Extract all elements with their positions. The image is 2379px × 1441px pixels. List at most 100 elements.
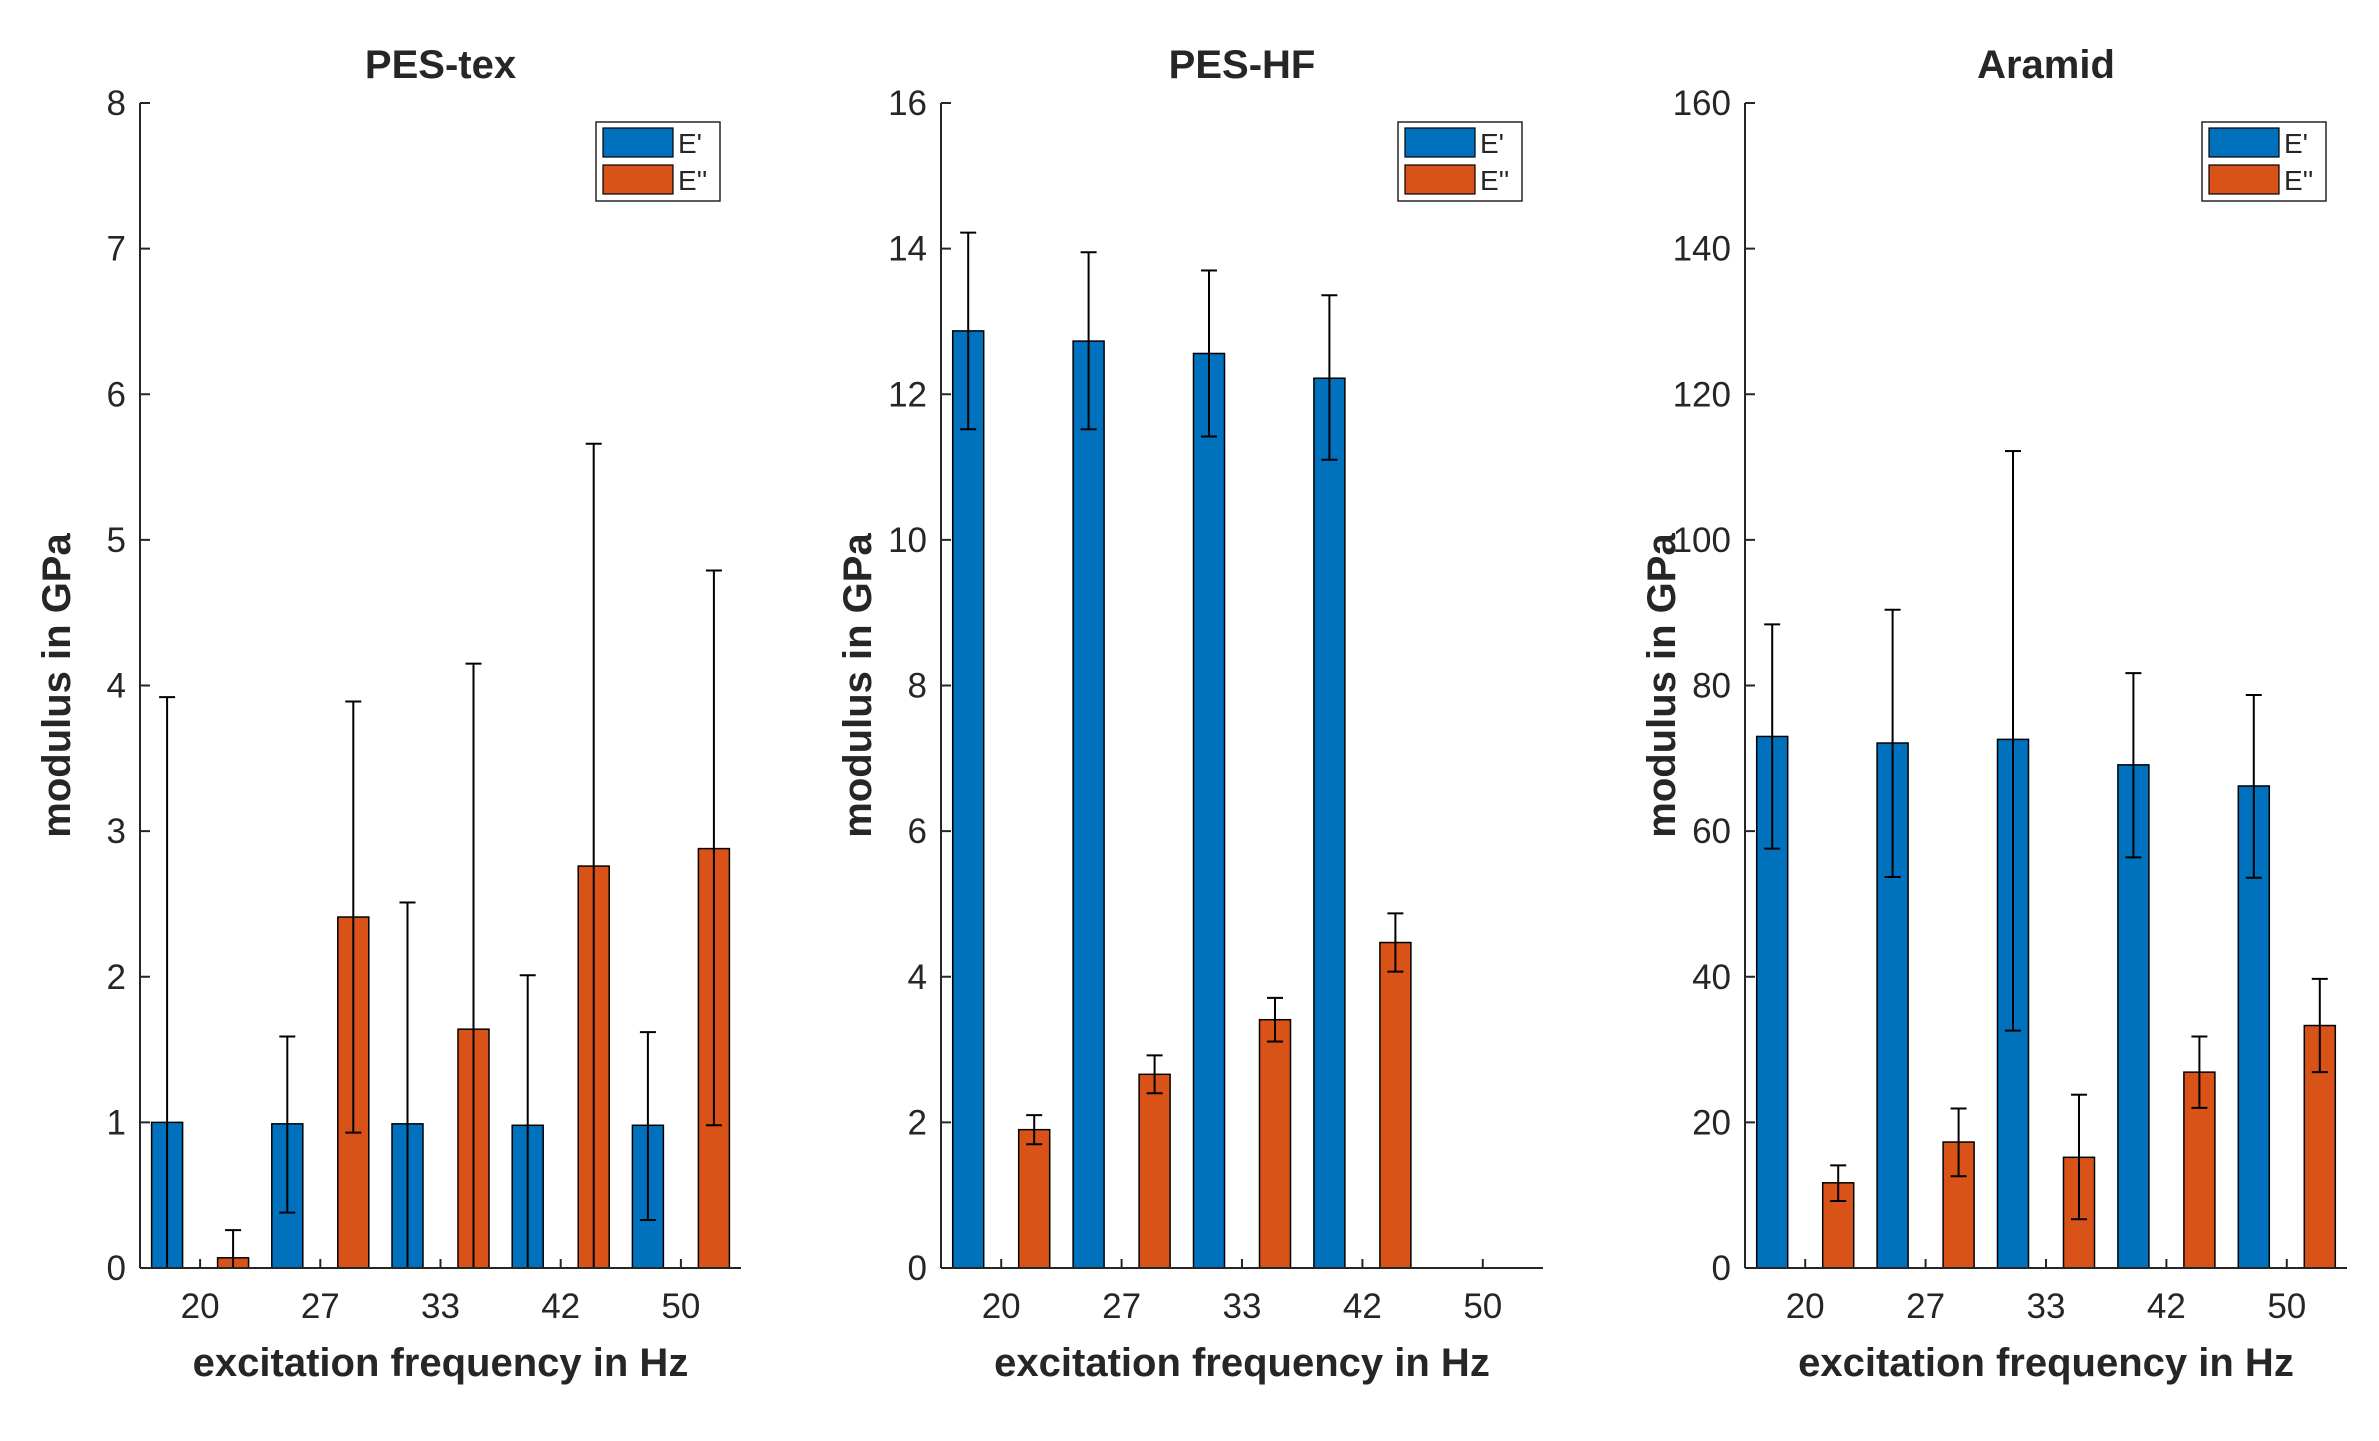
x-tick-label: 27	[301, 1287, 340, 1326]
x-tick-label: 27	[1102, 1287, 1141, 1326]
error-bar-storage-50	[2245, 693, 2262, 879]
y-tick-label: 6	[107, 375, 126, 414]
error-bar-loss-20	[1830, 1164, 1847, 1203]
y-tick-label: 120	[1673, 375, 1731, 414]
y-tick-label: 0	[1712, 1249, 1731, 1288]
y-tick-label: 60	[1692, 812, 1731, 851]
legend-swatch	[1404, 164, 1476, 195]
y-tick-label: 5	[107, 521, 126, 560]
legend: E' E''	[1397, 121, 1523, 202]
bar-storage-20	[951, 330, 985, 1269]
x-tick-label: 42	[2147, 1287, 2186, 1326]
legend-swatch	[602, 164, 674, 195]
legend-swatch	[2208, 127, 2280, 158]
x-tick-label: 33	[2027, 1287, 2066, 1326]
legend-label: E''	[2284, 165, 2313, 196]
x-tick-label: 27	[1906, 1287, 1945, 1326]
y-tick-label: 8	[908, 667, 927, 706]
legend-label: E''	[678, 165, 707, 196]
legend-swatch	[1404, 127, 1476, 158]
y-tick-label: 2	[908, 1103, 927, 1142]
y-tick-label: 7	[107, 230, 126, 269]
y-tick-label: 100	[1673, 521, 1731, 560]
y-tick-label: 12	[888, 375, 927, 414]
bar-loss-27	[1138, 1073, 1171, 1269]
bar-loss-42	[1379, 941, 1412, 1269]
error-bar-storage-27	[1884, 608, 1901, 878]
x-tick-label: 50	[2267, 1287, 2306, 1326]
y-tick-label: 16	[888, 84, 927, 123]
error-bar-storage-33	[1201, 269, 1217, 438]
error-bar-loss-27	[1950, 1107, 1967, 1178]
chart-1: PES-tex 0 1 2 3 4 5 6 7 8 modulus in GPa 20 27 33 42 50…	[35, 43, 741, 1385]
legend-swatch	[2208, 164, 2280, 195]
error-bar-loss-33	[2071, 1093, 2087, 1221]
legend-label: E'	[2284, 128, 2308, 159]
y-axis-label: modulus in GPa	[1640, 533, 1684, 838]
x-axis-label: excitation frequency in Hz	[994, 1341, 1490, 1385]
y-tick-label: 0	[107, 1249, 126, 1288]
error-bar-loss-27	[1146, 1054, 1163, 1095]
error-bar-loss-33	[1267, 996, 1283, 1043]
error-bar-loss-50	[705, 569, 722, 1127]
x-tick-label: 42	[1343, 1287, 1382, 1326]
x-tick-label: 20	[1786, 1287, 1825, 1326]
error-bar-storage-42	[1321, 294, 1338, 461]
bar-loss-33	[1258, 1018, 1292, 1269]
error-bar-storage-33	[2005, 450, 2021, 1032]
error-bar-loss-27	[345, 700, 362, 1134]
chart-2: PES-HF 0 2 4 6 8 10 12 14 16 modulus in GPa 20 27 33 4…	[836, 43, 1543, 1385]
legend: E' E''	[595, 121, 721, 202]
x-tick-label: 42	[541, 1287, 580, 1326]
legend: E' E''	[2201, 121, 2327, 202]
y-tick-label: 10	[888, 521, 927, 560]
x-tick-label: 33	[421, 1287, 460, 1326]
error-bar-storage-20	[960, 231, 977, 431]
error-bar-loss-42	[1387, 912, 1404, 973]
legend-swatch	[602, 127, 674, 158]
y-tick-label: 2	[107, 958, 126, 997]
x-tick-label: 50	[661, 1287, 700, 1326]
bar-loss-20	[1017, 1128, 1051, 1269]
y-tick-label: 8	[107, 84, 126, 123]
error-bar-loss-50	[2311, 977, 2328, 1074]
y-tick-label: 160	[1673, 84, 1731, 123]
y-tick-label: 14	[888, 230, 927, 269]
legend-label: E'	[1480, 128, 1504, 159]
y-tick-label: 3	[107, 812, 126, 851]
bar-storage-33	[1192, 352, 1226, 1269]
bar-storage-27	[1072, 340, 1105, 1269]
chart-title: PES-tex	[365, 43, 516, 87]
chart-title: Aramid	[1977, 43, 2115, 87]
error-bar-loss-20	[1026, 1114, 1043, 1146]
chart-3: Aramid 0 20 40 60 80 100 120 140 160 modulus in GP…	[1640, 43, 2347, 1385]
y-tick-label: 0	[908, 1249, 927, 1288]
y-axis-label: modulus in GPa	[35, 533, 79, 838]
y-tick-label: 6	[908, 812, 927, 851]
y-tick-label: 4	[107, 667, 126, 706]
y-tick-label: 20	[1692, 1103, 1731, 1142]
x-axis-label: excitation frequency in Hz	[1798, 1341, 2294, 1385]
error-bar-storage-27	[279, 1035, 296, 1214]
bar-storage-42	[1313, 377, 1346, 1269]
y-axis-label: modulus in GPa	[836, 533, 880, 838]
error-bar-loss-42	[2191, 1035, 2208, 1109]
y-tick-label: 40	[1692, 958, 1731, 997]
x-tick-label: 33	[1223, 1287, 1262, 1326]
x-tick-label: 20	[181, 1287, 220, 1326]
x-tick-label: 50	[1463, 1287, 1502, 1326]
x-tick-label: 20	[982, 1287, 1021, 1326]
y-tick-label: 140	[1673, 230, 1731, 269]
x-axis-label: excitation frequency in Hz	[193, 1341, 689, 1385]
y-tick-label: 1	[107, 1103, 126, 1142]
chart-title: PES-HF	[1169, 43, 1316, 87]
error-bar-storage-27	[1080, 251, 1097, 431]
error-bar-storage-20	[1764, 623, 1781, 850]
y-tick-label: 80	[1692, 667, 1731, 706]
error-bar-storage-50	[639, 1031, 656, 1221]
y-tick-label: 4	[908, 958, 927, 997]
error-bar-storage-42	[2125, 672, 2142, 859]
legend-label: E'	[678, 128, 702, 159]
legend-label: E''	[1480, 165, 1509, 196]
